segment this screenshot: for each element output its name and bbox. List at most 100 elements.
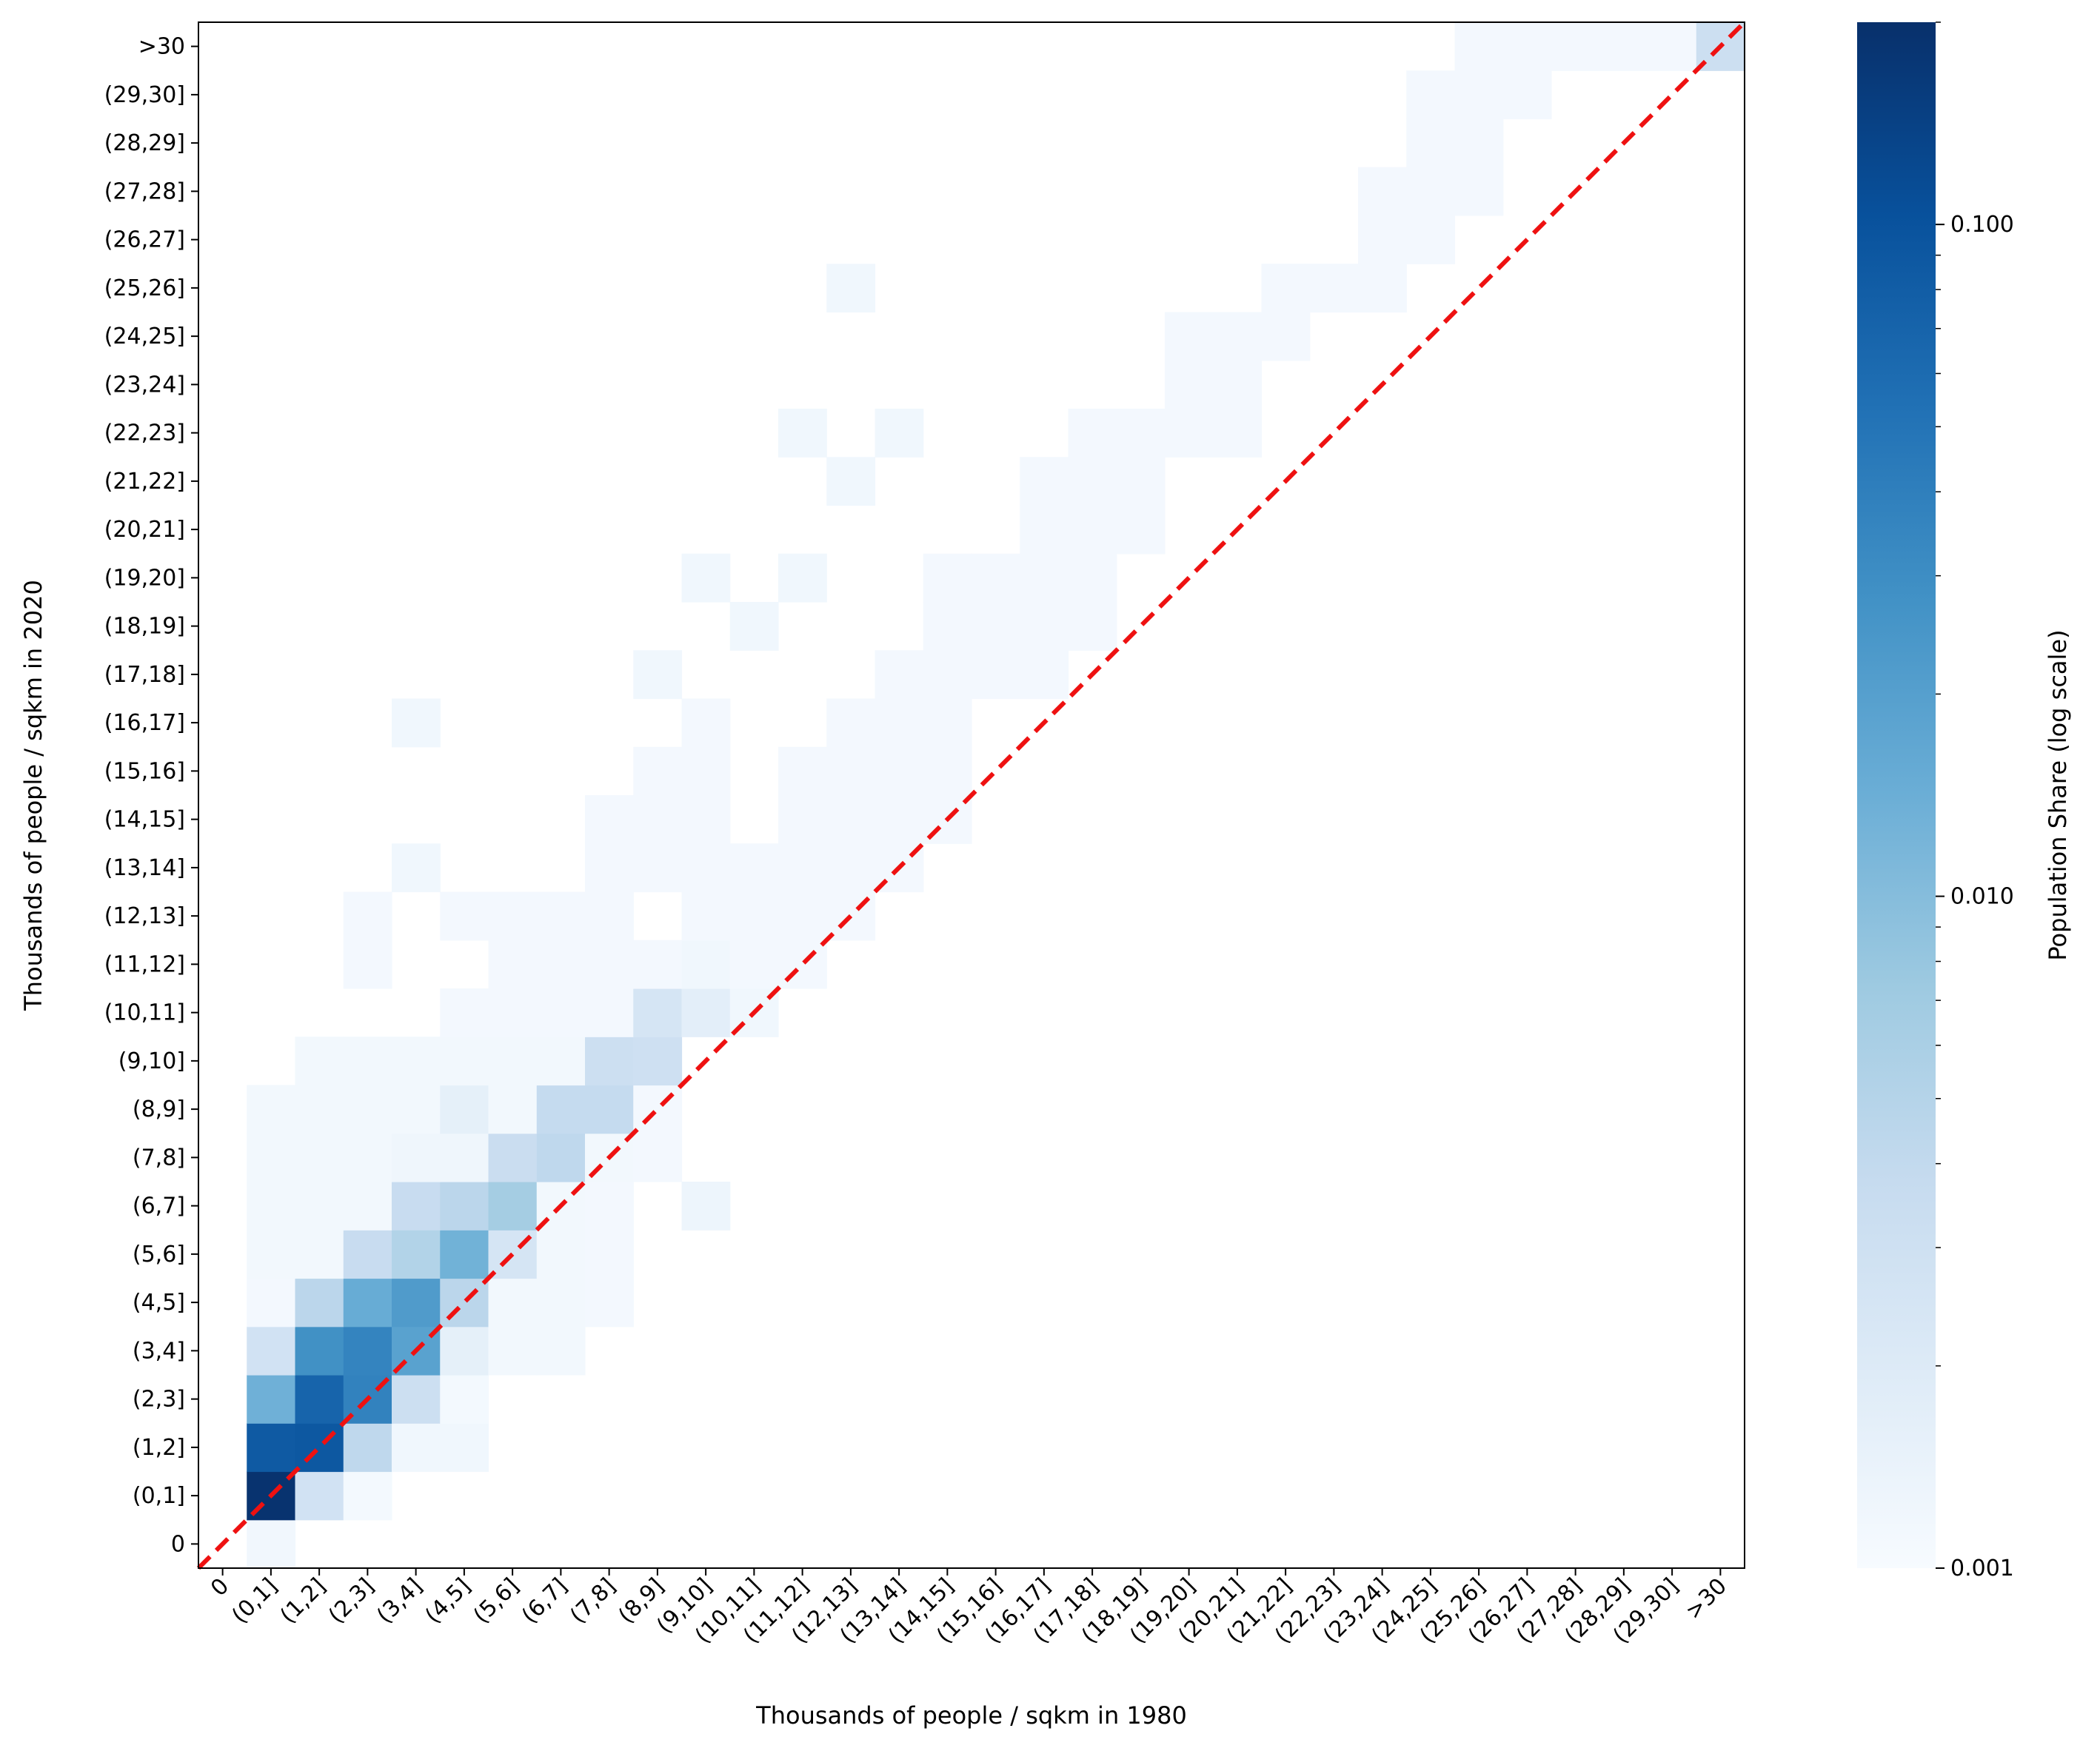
heatmap-cell-7-8 bbox=[536, 1133, 586, 1182]
heatmap-cell-7-12 bbox=[536, 940, 586, 989]
heatmap-cell-9-10 bbox=[633, 1037, 683, 1086]
heatmap-cell-10-15 bbox=[681, 795, 731, 844]
heatmap-cell-12-13 bbox=[778, 891, 827, 941]
y-tick-label: 0 bbox=[171, 1531, 185, 1557]
heatmap-cell-4-7 bbox=[392, 1182, 441, 1231]
heatmap-cell-2-6 bbox=[295, 1230, 344, 1279]
heatmap-cell-1-5 bbox=[247, 1278, 296, 1328]
heatmap-cell-8-10 bbox=[585, 1037, 634, 1086]
y-tick-label: (13,14] bbox=[104, 855, 185, 881]
colorbar-tick-label: 0.001 bbox=[1950, 1556, 2014, 1581]
y-tick-label: (12,13] bbox=[104, 903, 185, 929]
heatmap-cell-2-3 bbox=[295, 1375, 344, 1424]
heatmap-cell-27-31 bbox=[1502, 22, 1552, 71]
colorbar-ticks: 0.001 0.010 0.100 bbox=[1936, 21, 2014, 1581]
x-tick-label: (1,2] bbox=[275, 1573, 331, 1629]
heatmap-cell-4-14 bbox=[392, 843, 441, 893]
y-tick-label: >30 bbox=[138, 34, 185, 60]
x-tick-label: (4,5] bbox=[420, 1573, 475, 1629]
heatmap-cell-17-19 bbox=[1020, 602, 1069, 651]
heatmap-cell-1-4 bbox=[247, 1326, 296, 1376]
heatmap-cell-10-11 bbox=[681, 988, 731, 1037]
heatmap-cell-5-10 bbox=[440, 1037, 489, 1086]
y-tick-label: (28,29] bbox=[104, 130, 185, 156]
heatmap-cell-7-6 bbox=[536, 1230, 586, 1279]
heatmap-cell-27-30 bbox=[1502, 70, 1552, 120]
y-tick-label: (27,28] bbox=[104, 178, 185, 204]
y-tick-label: (14,15] bbox=[104, 807, 185, 833]
heatmap-cell-20-24 bbox=[1165, 360, 1214, 409]
heatmap-cell-5-5 bbox=[440, 1278, 489, 1328]
heatmap-cell-19-22 bbox=[1116, 457, 1166, 506]
heatmap-cell-4-9 bbox=[392, 1085, 441, 1134]
heatmap-cell-15-16 bbox=[923, 746, 972, 796]
colorbar bbox=[1857, 22, 1936, 1568]
heatmap-cell-2-5 bbox=[295, 1278, 344, 1328]
y-tick-label: (22,23] bbox=[104, 421, 185, 446]
heatmap-cell-9-11 bbox=[633, 988, 683, 1037]
heatmap-cell-6-11 bbox=[488, 988, 538, 1037]
heatmap-cell-22-25 bbox=[1261, 312, 1311, 361]
colorbar-label: Population Share (log scale) bbox=[2044, 629, 2072, 960]
x-tick-label: (2,3] bbox=[324, 1573, 379, 1629]
y-tick-label: (19,20] bbox=[104, 565, 185, 591]
y-tick-label: (17,18] bbox=[104, 662, 185, 688]
heatmap-cell-1-9 bbox=[247, 1085, 296, 1134]
heatmap-cell-12-23 bbox=[778, 409, 827, 458]
heatmap-cell-17-20 bbox=[1020, 553, 1069, 603]
heatmap-cell-16-18 bbox=[972, 650, 1020, 700]
heatmap-cell-16-20 bbox=[972, 553, 1020, 603]
heatmap-cell-13-17 bbox=[826, 698, 876, 748]
heatmap-cell-25-27 bbox=[1406, 215, 1456, 264]
heatmap-cell-18-22 bbox=[1068, 457, 1117, 506]
heatmap-cell-8-13 bbox=[585, 891, 634, 941]
heatmap-cell-1-2 bbox=[247, 1423, 296, 1473]
heatmap-cell-10-20 bbox=[681, 553, 731, 603]
heatmap-cell-24-28 bbox=[1358, 167, 1407, 216]
heatmap-cell-3-12 bbox=[343, 940, 392, 989]
heatmap-cell-18-19 bbox=[1068, 602, 1117, 651]
heatmap-cell-12-20 bbox=[778, 553, 827, 603]
heatmap-cell-26-29 bbox=[1454, 118, 1504, 168]
heatmap-cell-3-9 bbox=[343, 1085, 392, 1134]
y-tick-label: (2,3] bbox=[133, 1387, 185, 1413]
heatmap-cell-6-4 bbox=[488, 1326, 538, 1376]
y-tick-label: (9,10] bbox=[118, 1048, 185, 1074]
reference-line-layer bbox=[196, 20, 1747, 1570]
x-tick-label: (6,7] bbox=[517, 1573, 572, 1629]
heatmap-cell-8-15 bbox=[585, 795, 634, 844]
heatmap-cell-24-26 bbox=[1358, 264, 1407, 313]
heatmap-cell-3-4 bbox=[343, 1326, 392, 1376]
x-tick-label: (7,8] bbox=[565, 1573, 621, 1629]
y-tick-label: (26,27] bbox=[104, 227, 185, 253]
heatmap-cell-25-28 bbox=[1406, 167, 1456, 216]
heatmap-cell-11-13 bbox=[729, 891, 779, 941]
heatmap-cell-7-10 bbox=[536, 1037, 586, 1086]
heatmap-cell-22-26 bbox=[1261, 264, 1311, 313]
heatmap-cell-23-26 bbox=[1309, 264, 1359, 313]
y-tick-label: (0,1] bbox=[133, 1483, 185, 1509]
heatmap-cell-10-17 bbox=[681, 698, 731, 748]
heatmap-cell-1-6 bbox=[247, 1230, 296, 1279]
heatmap-cell-3-8 bbox=[343, 1133, 392, 1182]
heatmap-cell-9-16 bbox=[633, 746, 683, 796]
heatmap-cell-7-13 bbox=[536, 891, 586, 941]
heatmap-cell-17-22 bbox=[1020, 457, 1069, 506]
heatmap-cell-12-14 bbox=[778, 843, 827, 893]
heatmap-cell-14-15 bbox=[875, 795, 924, 844]
heatmap-cell-2-9 bbox=[295, 1085, 344, 1134]
heatmap-cell-18-23 bbox=[1068, 409, 1117, 458]
heatmap-cell-17-21 bbox=[1020, 505, 1069, 555]
heatmap-cell-2-4 bbox=[295, 1326, 344, 1376]
heatmap-cell-9-8 bbox=[633, 1133, 683, 1182]
heatmap-cell-6-7 bbox=[488, 1182, 538, 1231]
heatmap-cell-9-14 bbox=[633, 843, 683, 893]
heatmap-cell-20-25 bbox=[1165, 312, 1214, 361]
heatmap-cell-8-9 bbox=[585, 1085, 634, 1134]
heatmap-cell-4-2 bbox=[392, 1423, 441, 1473]
heatmap-cell-8-5 bbox=[585, 1278, 634, 1328]
heatmap-cell-26-30 bbox=[1454, 70, 1504, 120]
y-tick-label: (4,5] bbox=[133, 1290, 185, 1316]
heatmap-cell-2-2 bbox=[295, 1423, 344, 1473]
